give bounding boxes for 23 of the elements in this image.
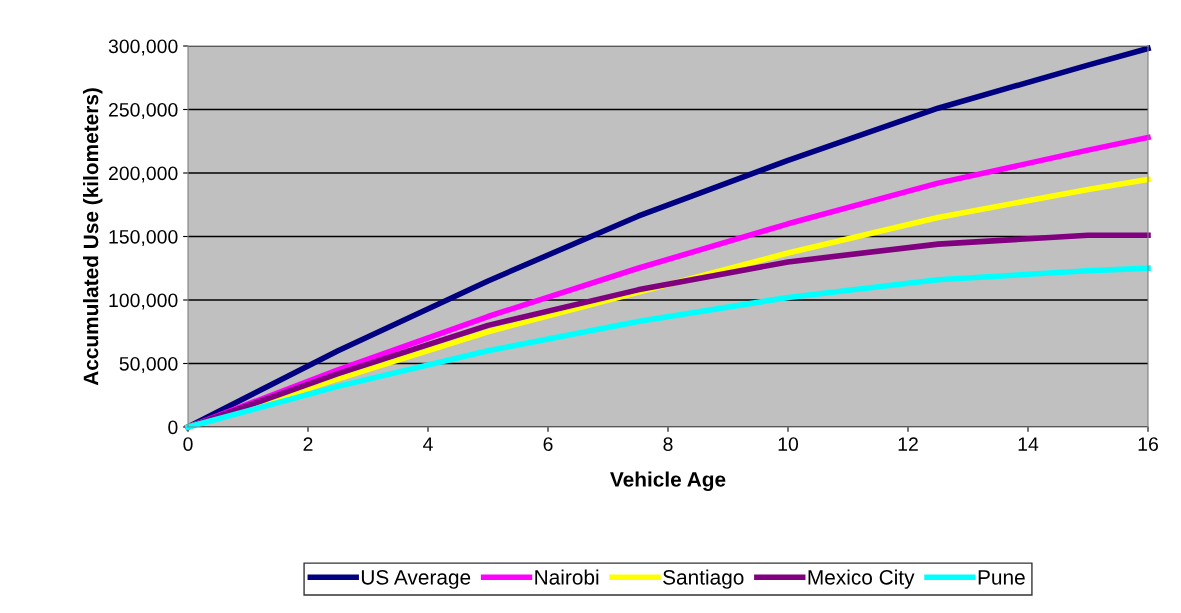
y-tick-label: 300,000 xyxy=(108,39,178,56)
y-tick-label: 50,000 xyxy=(119,356,178,374)
legend-label: Nairobi xyxy=(535,569,599,585)
x-tick-label: 8 xyxy=(663,437,673,451)
y-axis-title: Accumulated Use (kilometers) xyxy=(83,88,103,386)
x-tick-label: 12 xyxy=(898,437,918,451)
y-tick-label: 100,000 xyxy=(109,293,178,310)
x-tick-label: 4 xyxy=(423,437,433,451)
legend-label: Pune xyxy=(978,570,1025,585)
legend-label: Mexico City xyxy=(808,569,915,589)
x-tick-label: 2 xyxy=(303,437,313,451)
x-tick-label: 10 xyxy=(778,437,799,451)
legend-label: US Average xyxy=(361,569,471,589)
y-tick-label: 150,000 xyxy=(109,229,178,247)
x-tick-label: 16 xyxy=(1138,437,1158,451)
y-tick-label: 200,000 xyxy=(108,166,178,183)
x-tick-label: 0 xyxy=(183,437,193,451)
x-tick-label: 14 xyxy=(1018,437,1039,451)
x-axis-title: Vehicle Age xyxy=(610,471,726,492)
legend-label: Santiago xyxy=(663,569,744,589)
y-tick-label: 0 xyxy=(168,420,178,435)
x-tick-label: 6 xyxy=(543,437,553,451)
y-tick-label: 250,000 xyxy=(108,102,178,120)
